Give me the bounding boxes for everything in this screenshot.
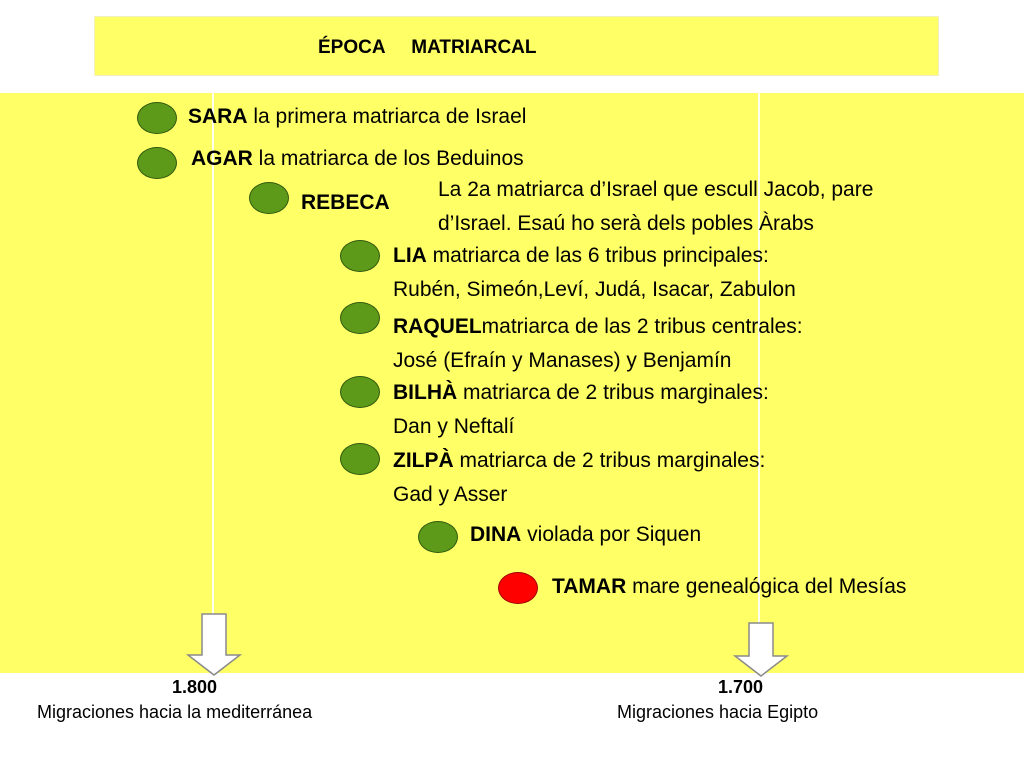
down-arrow-icon [733, 622, 789, 677]
caption-1800: Migraciones hacia la mediterránea [37, 702, 313, 722]
lia-label: LIA matriarca de las 6 tribus principale… [393, 239, 796, 307]
lia-dot [340, 240, 380, 272]
tamar-dot [498, 572, 538, 604]
raquel-desc: matriarca de las 2 tribus centrales: [481, 315, 803, 338]
zilpa-tribes: Gad y Asser [393, 483, 508, 506]
agar-dot [137, 147, 177, 179]
down-arrow-icon [186, 613, 242, 676]
timeline-line-1700 [758, 93, 760, 673]
raquel-tribes: José (Efraín y Manases) y Benjamín [393, 349, 732, 372]
agar-desc: la matriarca de los Beduinos [252, 147, 524, 170]
timeline-line-1800 [212, 93, 214, 673]
zilpa-dot [340, 443, 380, 475]
dina-name: DINA [470, 523, 522, 546]
zilpa-label: ZILPÀ matriarca de 2 tribus marginales: G… [393, 444, 765, 512]
bilha-label: BILHÀ matriarca de 2 tribus marginales: D… [393, 376, 769, 444]
raquel-label: RAQUELmatriarca de las 2 tribus centrale… [393, 310, 803, 378]
agar-label: AGAR la matriarca de los Beduinos [191, 146, 524, 172]
sara-dot [137, 102, 177, 134]
bilha-desc: matriarca de 2 tribus marginales: [457, 381, 769, 404]
raquel-dot [340, 302, 380, 334]
caption-1700: Migraciones hacia Egipto [617, 702, 819, 722]
dina-dot [418, 521, 458, 553]
lia-tribes: Rubén, Simeón,Leví, Judá, Isacar, Zabulo… [393, 278, 796, 301]
sara-desc: la primera matriarca de Israel [247, 105, 527, 128]
bilha-name: BILHÀ [393, 381, 458, 404]
sara-label: SARA la primera matriarca de Israel [188, 104, 526, 130]
tamar-label: TAMAR mare genealógica del Mesías [552, 574, 906, 600]
rebeca-dot [249, 182, 289, 214]
dina-desc: violada por Siquen [521, 523, 702, 546]
date-1700: 1.700 [718, 677, 764, 697]
raquel-name: RAQUEL [393, 315, 482, 338]
rebeca-note-line1: La 2a matriarca d’Israel que escull Jaco… [438, 178, 874, 201]
lia-name: LIA [393, 244, 427, 267]
agar-name: AGAR [191, 147, 253, 170]
rebeca-note-line2: d’Israel. Esaú ho serà dels pobles Àrabs [438, 212, 814, 235]
rebeca-label: REBECA [301, 190, 390, 216]
tamar-name: TAMAR [552, 575, 627, 598]
zilpa-desc: matriarca de 2 tribus marginales: [453, 449, 766, 472]
date-1800: 1.800 [172, 677, 218, 697]
dina-label: DINA violada por Siquen [470, 522, 701, 548]
title-box [94, 16, 939, 76]
sara-name: SARA [188, 105, 248, 128]
page-title: ÉPOCA MATRIARCAL [318, 37, 537, 58]
rebeca-name: REBECA [301, 191, 390, 214]
rebeca-note: La 2a matriarca d’Israel que escull Jaco… [438, 173, 873, 241]
zilpa-name: ZILPÀ [393, 449, 454, 472]
bilha-dot [340, 376, 380, 408]
bilha-tribes: Dan y Neftalí [393, 415, 515, 438]
lia-desc: matriarca de las 6 tribus principales: [426, 244, 769, 267]
tamar-desc: mare genealógica del Mesías [626, 575, 907, 598]
